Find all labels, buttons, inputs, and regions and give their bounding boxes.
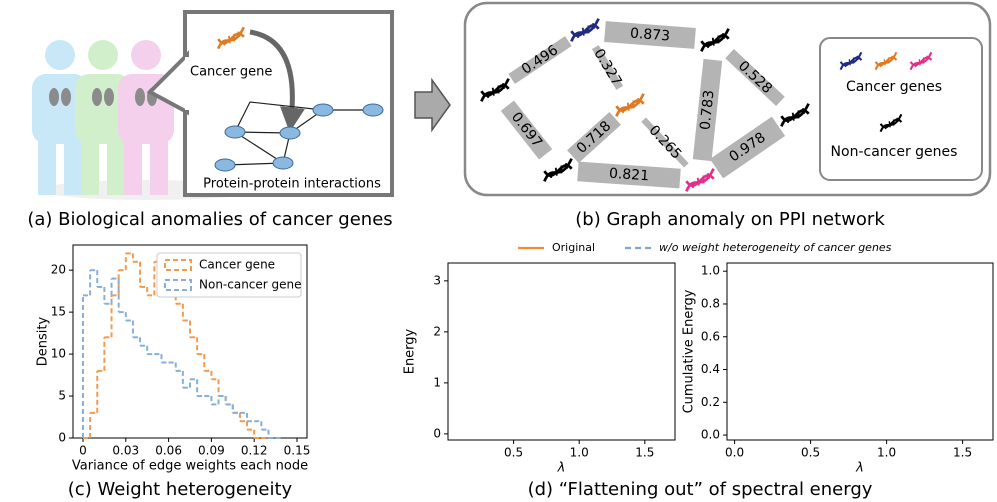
x-tick-label: 0.12 <box>241 444 268 458</box>
y-tick-label: 0.4 <box>701 362 720 376</box>
legend-box <box>156 252 302 298</box>
legend-cancer: Cancer genes <box>846 79 942 95</box>
y-axis-label: Cumulative Energy <box>682 289 697 413</box>
y-tick-label: 10 <box>51 347 66 361</box>
y-tick-label: 0.0 <box>701 428 720 442</box>
x-tick-label: 0.03 <box>112 444 139 458</box>
legend-noncancer: Non-cancer genes <box>831 144 958 160</box>
caption-b: (b) Graph anomaly on PPI network <box>575 209 885 230</box>
legend-swatch <box>164 279 192 291</box>
caption-a: (a) Biological anomalies of cancer genes <box>27 209 392 230</box>
y-tick-label: 5 <box>58 389 66 403</box>
cancer-gene-label: Cancer gene <box>190 65 272 80</box>
arrow <box>414 77 451 133</box>
x-axis-label: Variance of edge weights each node <box>72 459 308 474</box>
edge-weight: 0.783 <box>697 89 717 131</box>
y-tick-label: 1.0 <box>701 264 720 278</box>
legend-label: Original <box>552 241 595 254</box>
y-tick-label: 0 <box>58 431 66 445</box>
edge-weight: 0.873 <box>629 25 670 44</box>
x-tick-label: 0 <box>79 444 87 458</box>
x-axis-label: λ <box>557 461 566 476</box>
legend-label: w/o weight heterogeneity of cancer genes <box>659 241 892 254</box>
x-tick-label: 1.5 <box>953 446 972 460</box>
edge <box>500 100 553 160</box>
y-tick-label: 2 <box>433 324 441 338</box>
edge-weight: 0.821 <box>608 166 649 185</box>
y-tick-label: 0.8 <box>701 296 720 310</box>
plot-frame <box>726 262 994 441</box>
x-tick-label: 1.0 <box>570 446 589 460</box>
edge <box>508 36 572 84</box>
y-tick-label: 1 <box>433 375 441 389</box>
edge <box>725 49 785 106</box>
caption-c: (c) Weight heterogeneity <box>68 479 293 500</box>
graph-legend: Cancer genes Non-cancer genes <box>819 37 983 181</box>
caption-d: (d) “Flattening out” of spectral energy <box>528 479 873 500</box>
y-tick-label: 0.6 <box>701 329 720 343</box>
edge <box>641 117 689 168</box>
y-tick-label: 3 <box>433 273 441 287</box>
legend-swatch <box>164 259 192 271</box>
edge <box>567 112 621 163</box>
x-tick-label: 1.0 <box>877 446 896 460</box>
edge <box>692 58 723 162</box>
y-tick-label: 0.2 <box>701 395 720 409</box>
edge <box>604 21 696 49</box>
x-axis-label: λ <box>855 461 864 476</box>
x-tick-label: 0.0 <box>725 446 744 460</box>
x-tick-label: 0.15 <box>284 444 311 458</box>
x-tick-label: 0.5 <box>504 446 523 460</box>
plot-frame <box>72 244 308 439</box>
y-tick-label: 0 <box>433 426 441 440</box>
edge <box>709 116 786 179</box>
x-tick-label: 0.5 <box>801 446 820 460</box>
x-tick-label: 0.06 <box>155 444 182 458</box>
plot-frame <box>447 262 676 441</box>
legend-label: Cancer gene <box>199 258 275 272</box>
network-label: Protein-protein interactions <box>203 177 381 192</box>
edge <box>577 161 681 189</box>
edge <box>591 45 624 90</box>
y-tick-label: 15 <box>51 305 66 319</box>
y-tick-label: 20 <box>51 263 66 277</box>
y-axis-label: Density <box>36 316 51 366</box>
y-axis-label: Energy <box>403 328 418 374</box>
x-tick-label: 0.09 <box>198 444 225 458</box>
x-tick-label: 1.5 <box>635 446 654 460</box>
callout: Cancer gene Protein-protein interactions <box>146 10 394 197</box>
legend-label: Non-cancer gene <box>199 278 302 292</box>
